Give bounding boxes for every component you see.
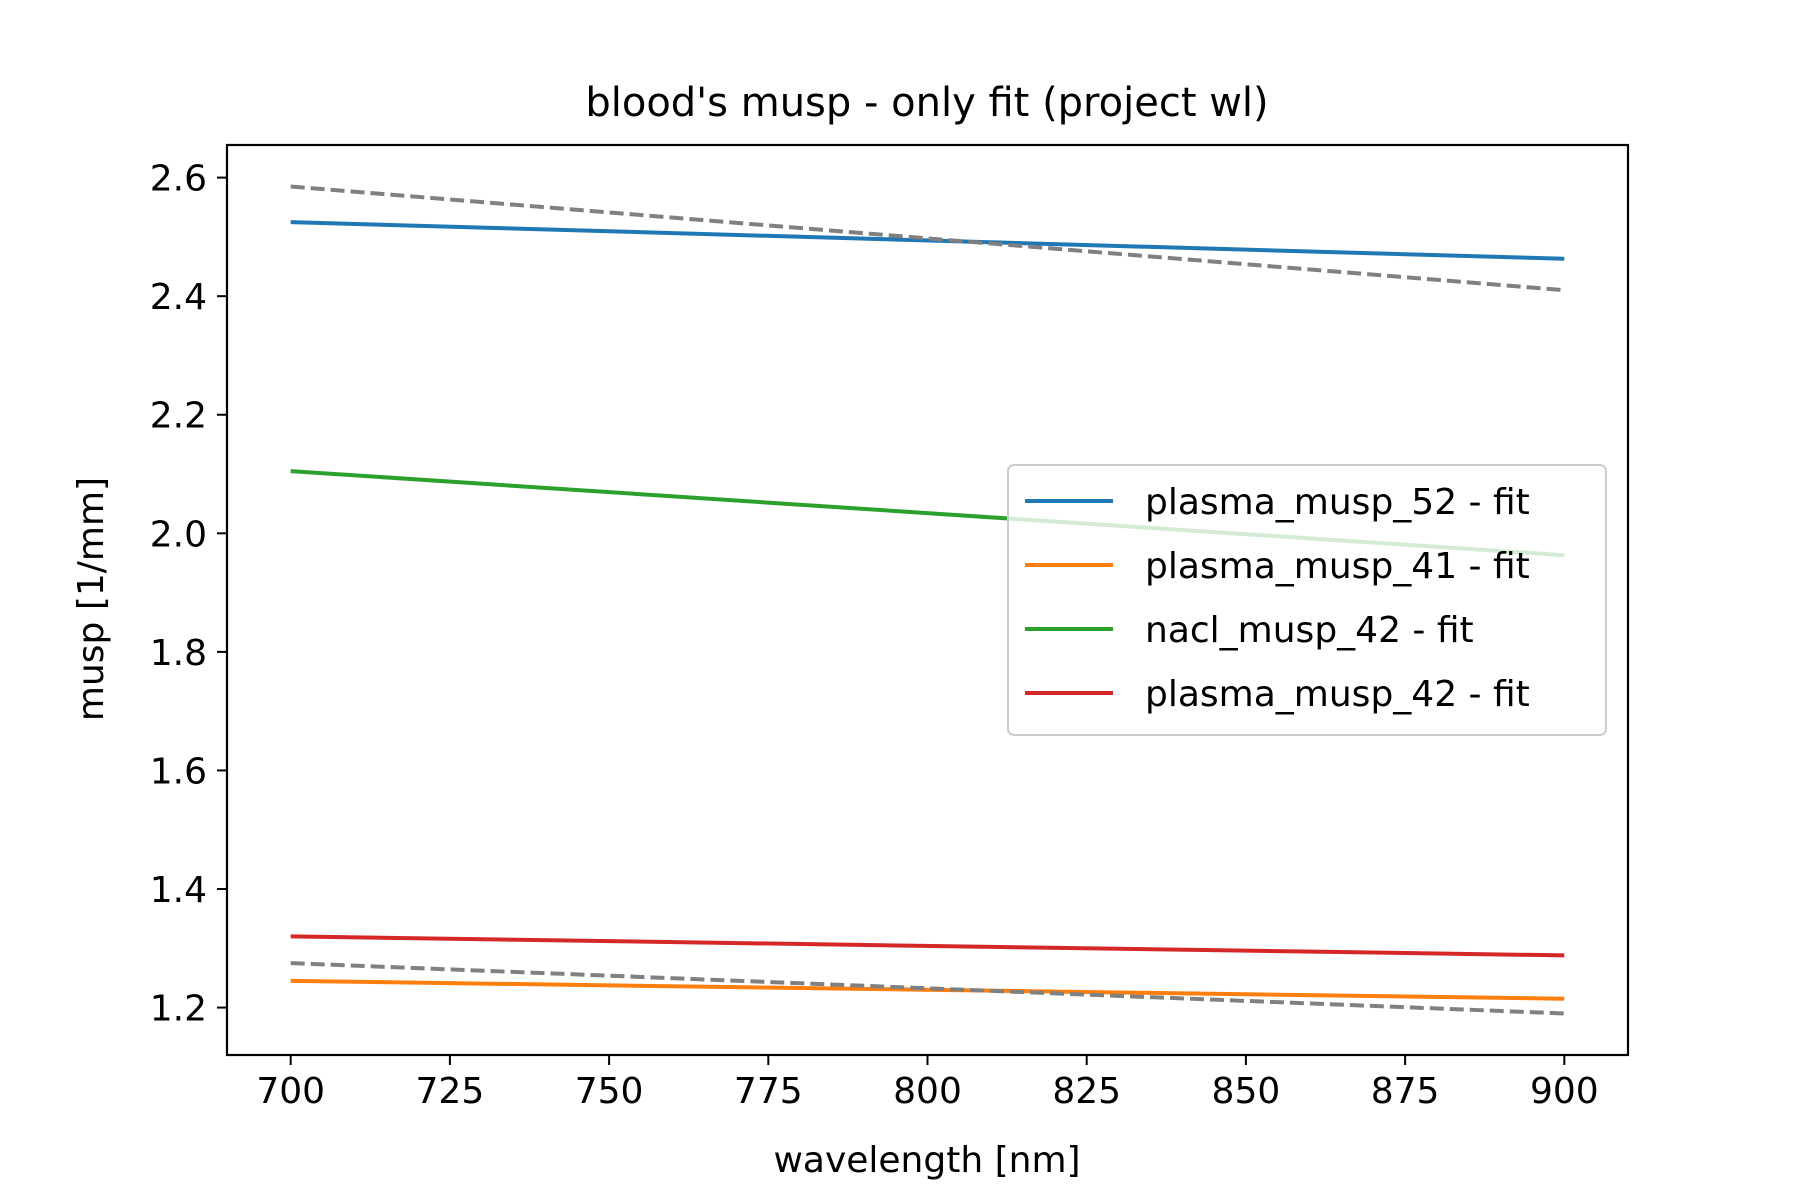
y-axis: 1.2 1.4 1.6 1.8 2.0 2.2 2.4 2.6: [150, 159, 227, 1030]
y-tick-label: 2.6: [150, 159, 207, 200]
legend-label: plasma_musp_42 - fit: [1145, 674, 1530, 715]
y-axis-label: musp [1/mm]: [71, 477, 112, 721]
x-tick-label: 800: [893, 1071, 962, 1112]
y-tick-label: 1.8: [150, 633, 207, 674]
x-tick-label: 900: [1530, 1071, 1599, 1112]
x-tick-label: 750: [575, 1071, 644, 1112]
series-line-1: [290, 220, 1565, 261]
legend-label: plasma_musp_52 - fit: [1145, 482, 1530, 523]
plot-area: [225, 143, 1630, 1057]
reference-dashed-line-6: [290, 961, 1565, 1016]
legend: plasma_musp_52 - fit plasma_musp_41 - fit…: [1007, 464, 1607, 736]
x-axis: 700 725 750 775 800 825 850 875 900: [256, 1055, 1599, 1112]
series-line-2: [290, 978, 1565, 1001]
legend-box: [1007, 464, 1607, 736]
y-tick-label: 1.6: [150, 751, 207, 792]
reference-dashed-line-5: [290, 184, 1565, 293]
y-tick-label: 2.4: [150, 277, 207, 318]
x-tick-label: 850: [1212, 1071, 1281, 1112]
x-tick-label: 825: [1052, 1071, 1121, 1112]
y-tick-label: 1.4: [150, 870, 207, 911]
y-tick-label: 2.0: [150, 514, 207, 555]
x-tick-label: 775: [734, 1071, 803, 1112]
legend-label: plasma_musp_41 - fit: [1145, 546, 1530, 587]
x-tick-label: 725: [416, 1071, 485, 1112]
x-axis-label: wavelength [nm]: [773, 1140, 1080, 1181]
chart-title: blood's musp - only fit (project wl): [585, 80, 1268, 126]
y-tick-label: 2.2: [150, 396, 207, 437]
x-tick-label: 875: [1371, 1071, 1440, 1112]
x-tick-label: 700: [256, 1071, 325, 1112]
y-tick-label: 1.2: [150, 989, 207, 1030]
series-line-4: [290, 934, 1565, 958]
legend-label: nacl_musp_42 - fit: [1145, 610, 1474, 651]
